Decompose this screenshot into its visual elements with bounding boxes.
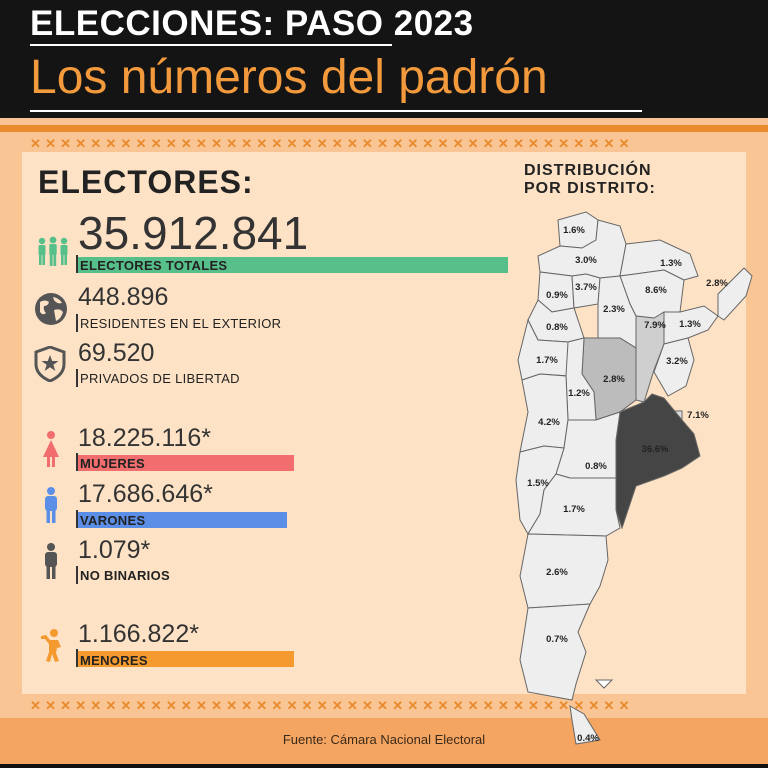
men-voters-value: 17.686.646* — [78, 480, 213, 508]
woman-icon — [43, 431, 59, 467]
source-credit: Fuente: Cámara Nacional Electoral — [282, 732, 486, 747]
privados-voters-tick — [76, 369, 78, 387]
orange-stripe — [0, 125, 768, 132]
district-buenos-aires — [615, 393, 701, 530]
district-misiones — [717, 267, 753, 321]
minors-bar — [76, 651, 294, 667]
minors-tick — [76, 649, 78, 667]
district-pct-neuquen: 1.5% — [527, 478, 549, 489]
women-voters-label: MUJERES — [80, 456, 145, 471]
district-pct-mendoza: 4.2% — [538, 417, 560, 428]
cross-pattern-top: ✕✕✕✕✕✕✕✕✕✕✕✕✕✕✕✕✕✕✕✕✕✕✕✕✕✕✕✕✕✕✕✕✕✕✕✕✕✕✕✕ — [30, 136, 634, 151]
minors-value: 1.166.822* — [78, 620, 199, 648]
district-pct-tierra-del-fuego: 0.4% — [577, 733, 599, 744]
district-santa-cruz — [519, 603, 591, 701]
child-icon — [41, 629, 61, 662]
women-voters-bar — [76, 455, 294, 471]
district-pct-cordoba: 2.8% — [603, 374, 625, 385]
district-mendoza — [519, 373, 569, 453]
map-title: DISTRIBUCIÓN POR DISTRITO: — [524, 162, 656, 198]
nonbinary-voters-value: 1.079* — [78, 536, 151, 564]
district-pct-buenos-aires: 36.6% — [642, 444, 669, 455]
district-pct-san-luis: 1.2% — [568, 388, 590, 399]
person-icon — [45, 543, 57, 579]
district-pct-rio-negro: 1.7% — [563, 504, 585, 515]
district-pct-formosa: 1.3% — [660, 258, 682, 269]
men-voters-label: VARONES — [80, 513, 146, 528]
women-voters-value: 18.225.116* — [78, 424, 211, 452]
district-pct-caba: 7.1% — [687, 410, 709, 421]
district-pct-corrientes: 1.3% — [679, 319, 701, 330]
exterior-voters-tick — [76, 314, 78, 332]
total-voters-value: 35.912.841 — [78, 207, 309, 259]
district-pct-chubut: 2.6% — [546, 567, 568, 578]
nonbinary-voters-label: NO BINARIOS — [80, 568, 170, 583]
district-pct-la-rioja: 0.8% — [546, 322, 568, 333]
district-corrientes — [663, 305, 719, 345]
men-voters-bar — [76, 512, 287, 528]
privados-voters-value: 69.520 — [78, 339, 155, 367]
kicker-title: ELECCIONES: PASO 2023 — [30, 4, 474, 43]
globe-icon — [35, 293, 67, 325]
district-entre-rios — [653, 337, 695, 397]
district-rio-negro — [527, 473, 621, 537]
district-pct-la-pampa: 0.8% — [585, 461, 607, 472]
minors-label: MENORES — [80, 653, 148, 668]
district-pct-misiones: 2.8% — [706, 278, 728, 289]
women-voters-tick — [76, 453, 78, 471]
malvinas-islands — [594, 679, 614, 689]
police-badge-icon — [34, 346, 66, 382]
district-pct-entre-rios: 3.2% — [666, 356, 688, 367]
district-pct-santa-fe: 7.9% — [644, 320, 666, 331]
district-pct-jujuy: 1.6% — [563, 225, 585, 236]
exterior-voters-value: 448.896 — [78, 283, 169, 311]
man-icon — [45, 487, 57, 523]
district-pct-catamarca: 0.9% — [546, 290, 568, 301]
district-pct-santa-cruz: 0.7% — [546, 634, 568, 645]
header: ELECCIONES: PASO 2023 Los números del pa… — [0, 0, 768, 118]
privados-voters-label: PRIVADOS DE LIBERTAD — [80, 371, 240, 386]
map-title-line2: POR DISTRITO: — [524, 180, 656, 197]
men-voters-tick — [76, 510, 78, 528]
cross-pattern-bottom: ✕✕✕✕✕✕✕✕✕✕✕✕✕✕✕✕✕✕✕✕✕✕✕✕✕✕✕✕✕✕✕✕✕✕✕✕✕✕✕✕ — [30, 698, 634, 713]
footer-band — [0, 718, 768, 764]
headline-title: Los números del padrón — [30, 51, 548, 104]
total-voters-label: ELECTORES TOTALES — [80, 258, 228, 273]
exterior-voters-label: RESIDENTES EN EL EXTERIOR — [80, 316, 282, 331]
district-pct-tucuman: 3.7% — [575, 282, 597, 293]
district-chubut — [519, 533, 609, 609]
people-group-icon — [38, 236, 68, 266]
district-pct-santiago: 2.3% — [603, 304, 625, 315]
district-pct-san-juan: 1.7% — [536, 355, 558, 366]
district-pct-salta: 3.0% — [575, 255, 597, 266]
total-voters-bar — [76, 257, 508, 273]
map-title-line1: DISTRIBUCIÓN — [524, 162, 652, 179]
district-pct-chaco: 8.6% — [645, 285, 667, 296]
total-voters-tick — [76, 255, 78, 273]
section-title: ELECTORES: — [38, 164, 254, 200]
nonbinary-voters-tick — [76, 566, 78, 584]
kicker-underline — [30, 44, 392, 46]
district-tierra-del-fuego — [569, 705, 601, 745]
headline-underline — [30, 110, 642, 112]
